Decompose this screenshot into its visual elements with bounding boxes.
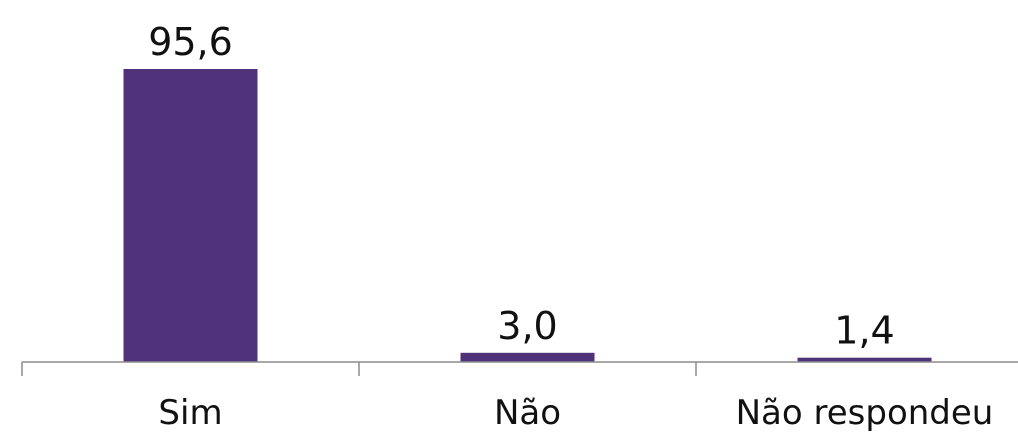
data-label: 1,4 bbox=[834, 309, 894, 353]
x-tick-label: Não bbox=[494, 393, 561, 433]
bar-group bbox=[123, 69, 932, 362]
bar-sim bbox=[123, 69, 258, 362]
x-tick-label: Sim bbox=[158, 393, 222, 433]
bar-não bbox=[460, 352, 595, 362]
data-label-group: 95,6 3,0 1,4 bbox=[148, 20, 895, 353]
bar-não-respondeu bbox=[797, 357, 932, 362]
data-label: 3,0 bbox=[497, 304, 557, 348]
tick-label-group: Sim Não Não respondeu bbox=[158, 393, 993, 433]
x-tick-label: Não respondeu bbox=[736, 393, 994, 433]
x-axis bbox=[21, 361, 1018, 376]
data-label: 95,6 bbox=[148, 20, 233, 64]
